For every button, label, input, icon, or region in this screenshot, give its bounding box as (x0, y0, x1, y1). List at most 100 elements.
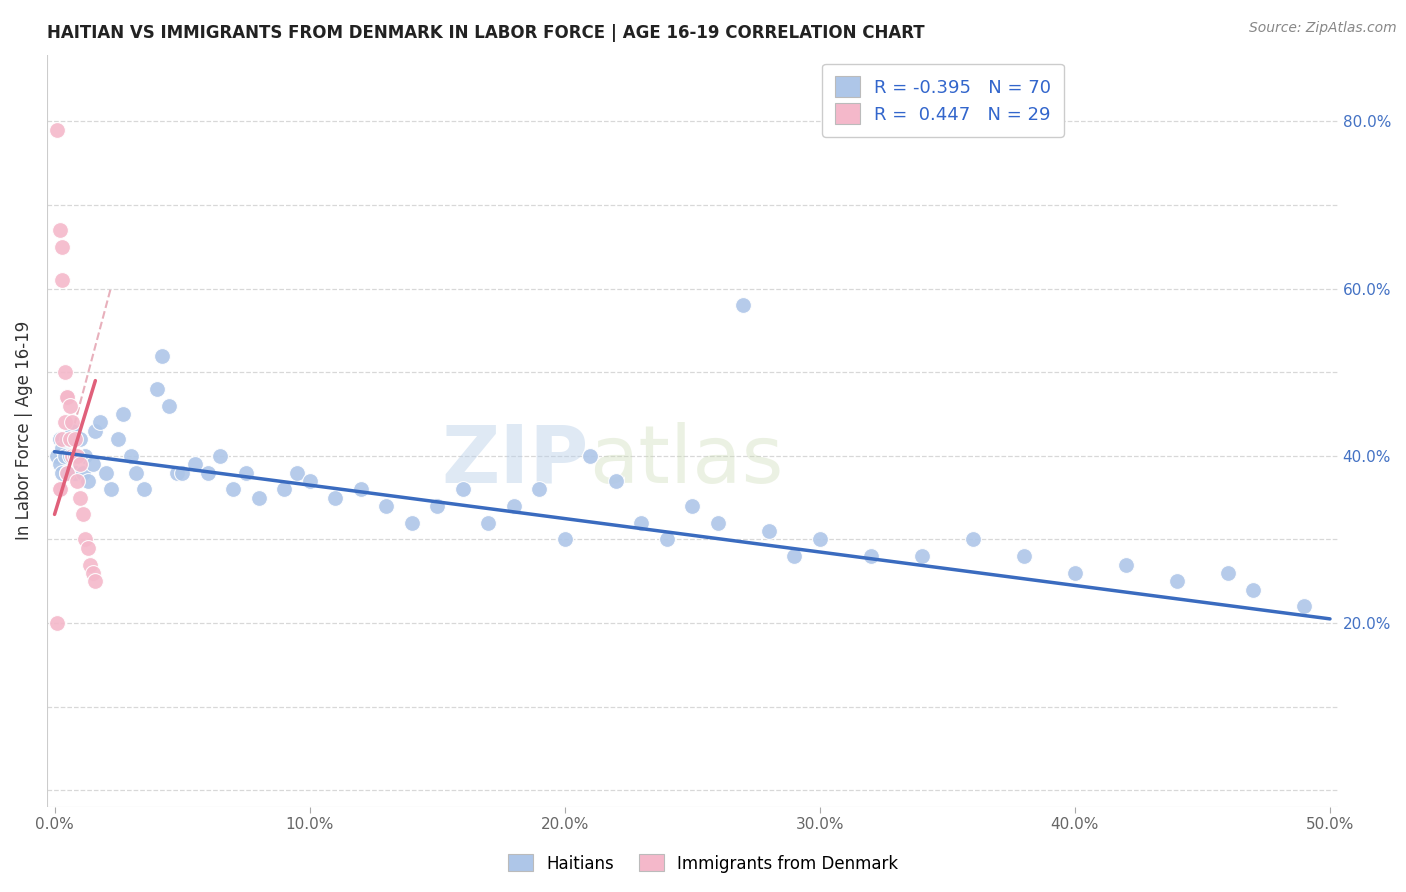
Point (82, 457, 104, 471)
Point (48, 432, 70, 446)
Point (132, 483, 155, 497)
Point (911, 549, 934, 564)
Point (145, 382, 167, 396)
Point (60, 416, 83, 430)
Point (783, 549, 806, 564)
Point (56, 466, 79, 480)
Point (76, 474, 98, 488)
Point (529, 483, 551, 497)
Point (209, 449, 232, 463)
Point (375, 499, 398, 513)
Point (46, 123, 69, 137)
Point (298, 474, 321, 488)
Point (75, 449, 97, 463)
Point (69, 432, 91, 446)
Point (859, 549, 882, 564)
Point (59, 449, 82, 463)
Point (51, 273, 73, 287)
Point (477, 516, 499, 530)
Point (51, 441, 73, 455)
Point (63, 449, 86, 463)
Point (451, 483, 474, 497)
Point (655, 533, 678, 547)
Point (48, 223, 70, 237)
Point (1216, 566, 1239, 580)
Point (285, 466, 308, 480)
Point (426, 499, 449, 513)
Point (56, 432, 79, 446)
Point (554, 533, 576, 547)
Point (46, 449, 69, 463)
Point (60, 424, 83, 438)
Point (1115, 558, 1137, 572)
Point (59, 399, 82, 413)
Point (808, 533, 831, 547)
Point (157, 399, 180, 413)
Text: HAITIAN VS IMMIGRANTS FROM DENMARK IN LABOR FORCE | AGE 16-19 CORRELATION CHART: HAITIAN VS IMMIGRANTS FROM DENMARK IN LA… (46, 24, 925, 42)
Point (94, 466, 117, 480)
Point (579, 449, 602, 463)
Point (51, 240, 73, 254)
Point (1064, 566, 1087, 580)
Point (69, 491, 91, 505)
Point (79, 558, 101, 572)
Point (56, 466, 79, 480)
Point (323, 491, 346, 505)
Point (63, 432, 86, 446)
Point (66, 449, 89, 463)
Point (247, 491, 270, 505)
Point (681, 499, 703, 513)
Text: atlas: atlas (589, 422, 783, 500)
Point (56, 390, 79, 404)
Point (75, 533, 97, 547)
Point (66, 449, 89, 463)
Point (184, 457, 207, 471)
Point (63, 466, 86, 480)
Point (150, 349, 173, 363)
Y-axis label: In Labor Force | Age 16-19: In Labor Force | Age 16-19 (15, 321, 32, 541)
Point (120, 449, 142, 463)
Legend: Haitians, Immigrants from Denmark: Haitians, Immigrants from Denmark (501, 847, 905, 880)
Point (100, 483, 122, 497)
Point (76, 541, 98, 555)
Point (72, 508, 94, 522)
Point (401, 516, 423, 530)
Point (630, 516, 652, 530)
Point (112, 407, 135, 421)
Legend: R = -0.395   N = 70, R =  0.447   N = 29: R = -0.395 N = 70, R = 0.447 N = 29 (823, 63, 1064, 136)
Point (197, 466, 219, 480)
Point (758, 524, 780, 538)
Point (56, 390, 79, 404)
Point (235, 466, 257, 480)
Point (48, 483, 70, 497)
Point (1243, 582, 1265, 597)
Point (48, 483, 70, 497)
Point (51, 432, 73, 446)
Point (82, 566, 104, 580)
Text: Source: ZipAtlas.com: Source: ZipAtlas.com (1249, 21, 1396, 35)
Point (107, 432, 129, 446)
Point (733, 298, 755, 312)
Point (962, 533, 984, 547)
Point (502, 499, 524, 513)
Point (84, 574, 107, 589)
Point (605, 474, 627, 488)
Point (1166, 574, 1188, 589)
Point (1012, 549, 1035, 564)
Point (72, 466, 94, 480)
Point (48, 457, 70, 471)
Point (53, 449, 76, 463)
Point (350, 483, 373, 497)
Point (51, 466, 73, 480)
Point (59, 432, 82, 446)
Point (707, 516, 730, 530)
Point (125, 466, 148, 480)
Point (172, 466, 194, 480)
Point (166, 466, 188, 480)
Text: ZIP: ZIP (441, 422, 589, 500)
Point (69, 457, 91, 471)
Point (89, 416, 111, 430)
Point (53, 416, 76, 430)
Point (1294, 599, 1316, 614)
Point (84, 424, 107, 438)
